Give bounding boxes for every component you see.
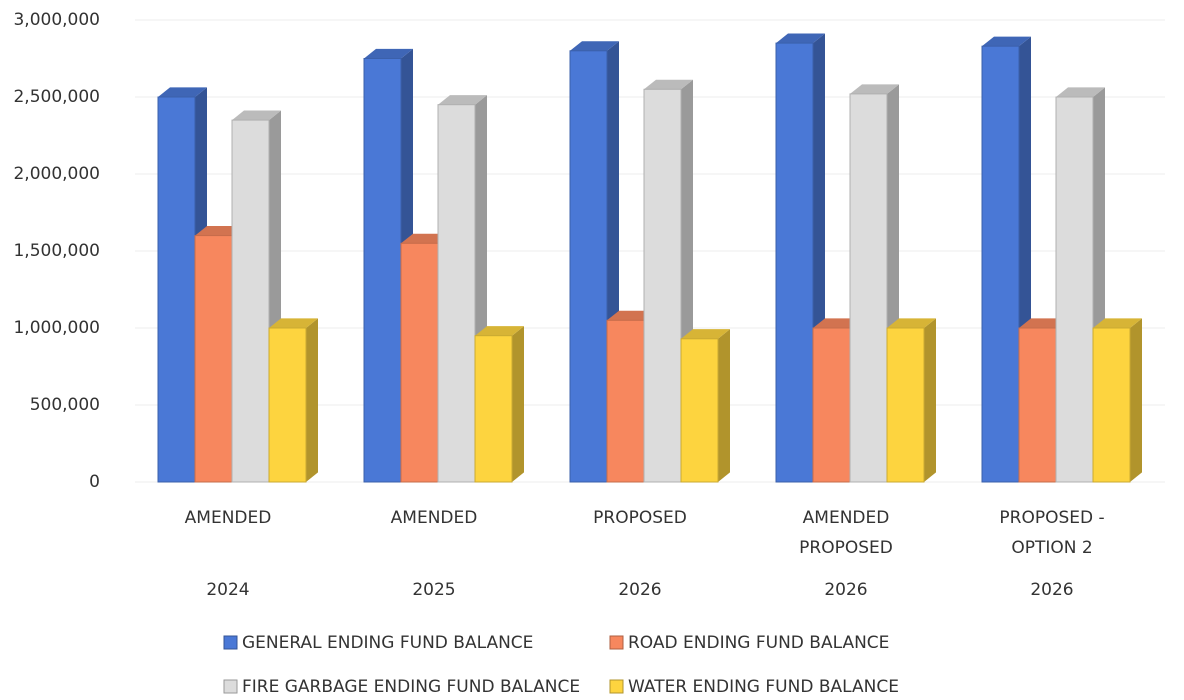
bar	[268, 327, 307, 483]
x-group-label: 2025	[412, 580, 455, 600]
legend-label: WATER ENDING FUND BALANCE	[628, 677, 899, 697]
x-tick-label: AMENDED	[803, 508, 890, 528]
bar-top	[776, 33, 825, 44]
legend-swatch	[223, 679, 238, 694]
y-tick-label: 2,000,000	[13, 164, 100, 184]
legend-label: FIRE GARBAGE ENDING FUND BALANCE	[242, 677, 580, 697]
x-tick-label: PROPOSED -	[999, 508, 1104, 528]
bar-side	[1130, 318, 1142, 482]
y-tick-label: 1,000,000	[13, 318, 100, 338]
bar	[606, 319, 645, 483]
x-tick-label: AMENDED	[185, 508, 272, 528]
y-tick-label: 2,500,000	[13, 87, 100, 107]
bar-top	[887, 318, 936, 328]
x-tick-label: OPTION 2	[1011, 538, 1092, 558]
bar-top	[475, 326, 524, 336]
bar-side	[924, 318, 936, 482]
bar-side	[718, 329, 730, 482]
bar	[1018, 327, 1057, 483]
bar	[569, 50, 608, 483]
bar	[680, 338, 719, 483]
bar	[363, 58, 402, 483]
bar-top	[982, 36, 1031, 47]
x-group-label: 2026	[618, 580, 661, 600]
legend-label: GENERAL ENDING FUND BALANCE	[242, 633, 533, 653]
legend-swatch	[609, 635, 624, 650]
bar	[400, 242, 439, 483]
y-tick-label: 0	[89, 472, 100, 492]
bar	[474, 335, 513, 483]
bar	[849, 93, 888, 483]
y-tick-label: 1,500,000	[13, 241, 100, 261]
x-tick-label: PROPOSED	[799, 538, 893, 558]
bar	[775, 42, 814, 483]
bar	[812, 327, 851, 483]
bar-top	[364, 48, 413, 59]
bar-top	[232, 110, 281, 121]
y-tick-label: 500,000	[30, 395, 100, 415]
x-group-label: 2026	[824, 580, 867, 600]
bar	[437, 104, 476, 483]
bar	[981, 45, 1020, 483]
bar-top	[644, 79, 693, 90]
legend-label: ROAD ENDING FUND BALANCE	[628, 633, 889, 653]
bar-top	[158, 87, 207, 97]
bar	[157, 96, 196, 483]
x-group-label: 2024	[206, 580, 249, 600]
bar	[643, 88, 682, 483]
bar	[194, 235, 233, 483]
x-group-label: 2026	[1030, 580, 1073, 600]
bar-top	[850, 84, 899, 94]
bar	[1092, 327, 1131, 483]
bar-top	[269, 318, 318, 328]
legend-swatch	[609, 679, 624, 694]
bar-top	[1056, 87, 1105, 97]
y-tick-label: 3,000,000	[13, 10, 100, 30]
x-tick-label: AMENDED	[391, 508, 478, 528]
bar-side	[306, 318, 318, 482]
bar-top	[438, 95, 487, 105]
bar	[231, 119, 270, 483]
legend-swatch	[223, 635, 238, 650]
x-tick-label: PROPOSED	[593, 508, 687, 528]
bar	[886, 327, 925, 483]
bar-top	[1093, 318, 1142, 328]
bar	[1055, 96, 1094, 483]
bar-top	[681, 329, 730, 339]
bar-side	[512, 326, 524, 482]
bar-top	[570, 41, 619, 51]
